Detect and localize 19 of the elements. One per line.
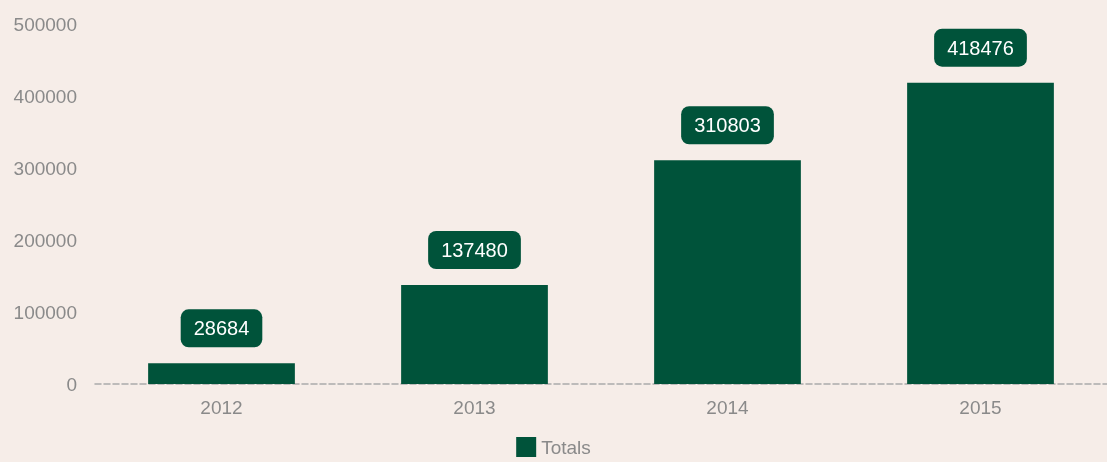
bar — [654, 160, 801, 384]
bar — [148, 363, 295, 384]
y-tick-label: 300000 — [13, 157, 77, 179]
x-tick-label: 2014 — [706, 397, 750, 418]
bar — [907, 82, 1054, 384]
y-tick-label: 100000 — [13, 301, 77, 323]
data-label: 310803 — [694, 114, 761, 137]
x-tick-label: 2015 — [959, 397, 1002, 418]
x-tick-label: 2012 — [200, 397, 243, 418]
x-tick-label: 2013 — [453, 397, 496, 418]
y-tick-label: 0 — [66, 373, 77, 395]
legend-label: Totals — [541, 436, 591, 458]
data-label: 28684 — [193, 317, 250, 340]
bar — [401, 285, 548, 384]
y-tick-label: 200000 — [13, 229, 77, 251]
data-label: 137480 — [441, 239, 508, 262]
y-tick-label: 500000 — [13, 13, 77, 35]
data-label: 418476 — [947, 36, 1014, 59]
y-tick-label: 400000 — [13, 85, 77, 107]
